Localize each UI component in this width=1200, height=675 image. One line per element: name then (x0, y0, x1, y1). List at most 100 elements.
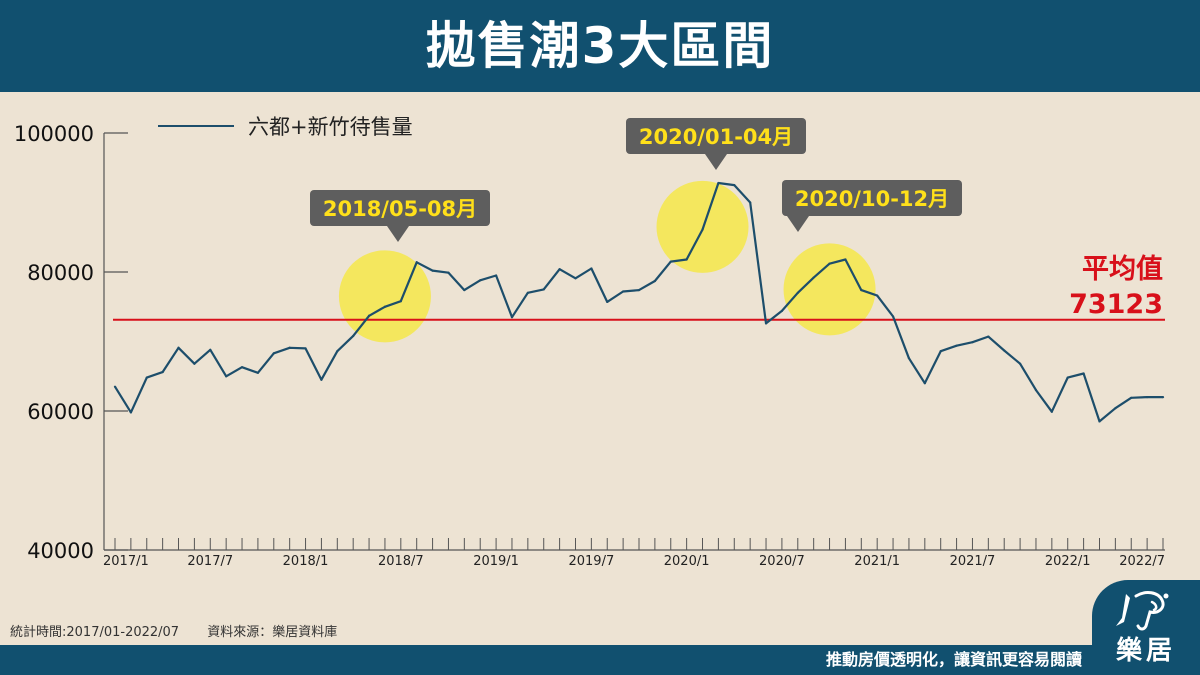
data-point (669, 260, 672, 263)
footer-note: 統計時間:2017/01-2022/07 資料來源：樂居資料庫 (10, 621, 361, 640)
data-point (129, 411, 132, 414)
data-point (606, 300, 609, 303)
data-point (320, 378, 323, 381)
x-tick-labels: 2017/1 2017/7 2018/1 2018/7 2019/1 2019/7 2020… (103, 538, 1165, 569)
data-point (844, 258, 847, 261)
data-point (336, 350, 339, 353)
callout-pointer (787, 216, 809, 232)
x-tick-label-12: 2022/7 (1119, 554, 1165, 569)
data-point (622, 290, 625, 293)
title-bar (0, 0, 1200, 92)
data-point (225, 375, 228, 378)
x-tick-label-2: 2017/7 (187, 554, 233, 569)
y-tick-label-2: 60000 (27, 400, 94, 424)
x-tick-label-10: 2021/7 (950, 554, 996, 569)
footer-slogan: 推動房價透明化，讓資訊更容易閱讀 (825, 650, 1082, 669)
data-point (463, 288, 466, 292)
brand-name: 樂居 (1115, 636, 1176, 666)
x-tick-label-6: 2019/7 (568, 554, 614, 569)
data-point (272, 352, 275, 355)
data-point (510, 316, 514, 319)
data-point (193, 362, 196, 365)
data-point (780, 309, 784, 313)
data-point (447, 271, 450, 274)
data-point (240, 366, 244, 369)
data-point (383, 305, 387, 308)
line-chart: 40000 60000 80000 100000 2017/1 2017/7 2018/1… (14, 115, 1165, 569)
data-point (479, 279, 482, 282)
chart-axes (103, 133, 1165, 551)
data-point (876, 294, 879, 297)
data-point (177, 346, 180, 349)
data-point (431, 269, 434, 272)
data-point (685, 258, 688, 261)
data-point (526, 291, 529, 294)
data-point (352, 334, 355, 338)
data-point (955, 344, 958, 347)
data-point (574, 277, 577, 280)
data-point (939, 350, 942, 353)
x-tick-label-5: 2019/1 (473, 554, 519, 569)
callout-pointer (705, 154, 727, 170)
highlight-callouts: 2018/05-08月 2020/01-04月 2020/10-12月 (310, 118, 962, 242)
data-point (971, 341, 974, 344)
data-point (860, 288, 863, 292)
footer-bar (0, 645, 1200, 675)
callout-box (782, 180, 962, 216)
data-point (256, 371, 260, 374)
data-point (1130, 396, 1133, 399)
data-point (749, 201, 752, 204)
callout-label: 2018/05-08月 (323, 197, 477, 221)
data-point (399, 300, 402, 303)
data-point (1066, 376, 1069, 379)
legend: 六都+新竹待售量 (158, 115, 413, 139)
data-point (304, 347, 307, 350)
legend-label: 六都+新竹待售量 (248, 115, 413, 139)
x-tick-label-7: 2020/1 (664, 554, 710, 569)
data-point (701, 228, 704, 231)
page-title: 拋售潮3大區間 (425, 17, 775, 75)
data-point (113, 385, 117, 388)
callout-box (626, 118, 806, 154)
callout-box (310, 190, 490, 226)
x-tick-label-3: 2018/1 (283, 554, 329, 569)
y-tick-label-1: 40000 (27, 539, 94, 563)
data-point (288, 346, 291, 349)
y-tick-label-3: 80000 (27, 261, 94, 285)
data-point (987, 335, 990, 338)
data-point (796, 291, 799, 294)
series-line (114, 181, 1163, 423)
data-point (637, 288, 641, 292)
stat-period-text: 統計時間:2017/01-2022/07 (10, 625, 180, 640)
highlight-circle-3 (783, 243, 876, 336)
callout-label: 2020/10-12月 (795, 187, 949, 211)
data-point (209, 348, 212, 351)
data-point (1146, 396, 1149, 399)
data-point (494, 274, 498, 277)
data-point (828, 262, 831, 265)
callout-pointer (387, 226, 409, 242)
average-value: 73123 (1069, 289, 1163, 320)
data-point (1050, 410, 1053, 413)
average-label: 平均值 (1082, 254, 1163, 285)
data-point (907, 357, 911, 360)
brand-mark-icon (1116, 591, 1169, 631)
callout-2: 2020/01-04月 (626, 118, 806, 170)
data-point (1161, 396, 1165, 399)
data-point (764, 322, 768, 325)
callout-label: 2020/01-04月 (639, 125, 793, 149)
data-point (653, 279, 656, 283)
data-point (812, 276, 815, 279)
data-point (590, 267, 593, 270)
data-point (1098, 420, 1101, 423)
callout-3: 2020/10-12月 (782, 180, 962, 232)
data-point (1114, 407, 1117, 410)
x-tick-label-1: 2017/1 (103, 554, 149, 569)
x-tick-label-11: 2022/1 (1045, 554, 1091, 569)
data-point (1034, 389, 1038, 392)
data-point (145, 376, 148, 379)
data-point (161, 370, 164, 374)
data-point (415, 261, 418, 264)
x-tick-label-9: 2021/1 (854, 554, 900, 569)
y-tick-labels: 40000 60000 80000 100000 (14, 122, 128, 563)
